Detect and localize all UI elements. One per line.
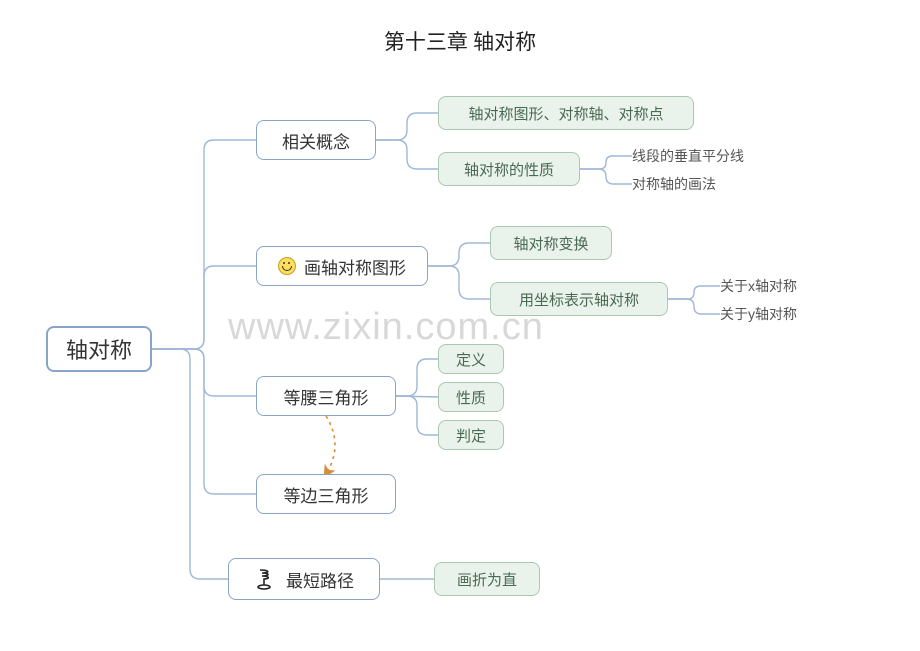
- plain-perpendicular-bisector: 线段的垂直平分线: [632, 146, 744, 166]
- plain-y-axis-symmetry: 关于y轴对称: [720, 304, 797, 324]
- plain-label: 关于y轴对称: [720, 304, 797, 324]
- branch-label: 最短路径: [286, 567, 354, 592]
- leaf-label: 定义: [456, 349, 486, 370]
- leaf-symmetric-property[interactable]: 轴对称的性质: [438, 152, 580, 186]
- branch-draw-symmetric[interactable]: 画轴对称图形: [256, 246, 428, 286]
- branch-label: 等边三角形: [284, 482, 369, 507]
- smiley-icon: [278, 257, 296, 275]
- leaf-label: 用坐标表示轴对称: [519, 289, 639, 310]
- leaf-label: 判定: [456, 425, 486, 446]
- spring-icon: [254, 567, 278, 591]
- leaf-coordinate-symmetry[interactable]: 用坐标表示轴对称: [490, 282, 668, 316]
- branch-concepts[interactable]: 相关概念: [256, 120, 376, 160]
- plain-axis-drawing: 对称轴的画法: [632, 174, 716, 194]
- leaf-judgment[interactable]: 判定: [438, 420, 504, 450]
- branch-label: 相关概念: [282, 128, 350, 153]
- page-title: 第十三章 轴对称: [0, 26, 920, 56]
- leaf-label: 轴对称图形、对称轴、对称点: [468, 103, 663, 124]
- branch-label: 画轴对称图形: [304, 254, 406, 279]
- leaf-label: 性质: [456, 387, 486, 408]
- leaf-symmetric-transform[interactable]: 轴对称变换: [490, 226, 612, 260]
- leaf-label: 画折为直: [457, 569, 517, 590]
- plain-label: 线段的垂直平分线: [632, 146, 744, 166]
- branch-label: 等腰三角形: [284, 384, 369, 409]
- branch-isosceles[interactable]: 等腰三角形: [256, 376, 396, 416]
- plain-label: 关于x轴对称: [720, 276, 797, 296]
- plain-label: 对称轴的画法: [632, 174, 716, 194]
- root-label: 轴对称: [66, 333, 132, 365]
- plain-x-axis-symmetry: 关于x轴对称: [720, 276, 797, 296]
- leaf-label: 轴对称的性质: [464, 159, 554, 180]
- leaf-property[interactable]: 性质: [438, 382, 504, 412]
- leaf-label: 轴对称变换: [513, 233, 588, 254]
- branch-shortest-path[interactable]: 最短路径: [228, 558, 380, 600]
- leaf-definition[interactable]: 定义: [438, 344, 504, 374]
- root-node[interactable]: 轴对称: [46, 326, 152, 372]
- leaf-fold-to-straight[interactable]: 画折为直: [434, 562, 540, 596]
- leaf-symmetric-figure[interactable]: 轴对称图形、对称轴、对称点: [438, 96, 694, 130]
- branch-equilateral[interactable]: 等边三角形: [256, 474, 396, 514]
